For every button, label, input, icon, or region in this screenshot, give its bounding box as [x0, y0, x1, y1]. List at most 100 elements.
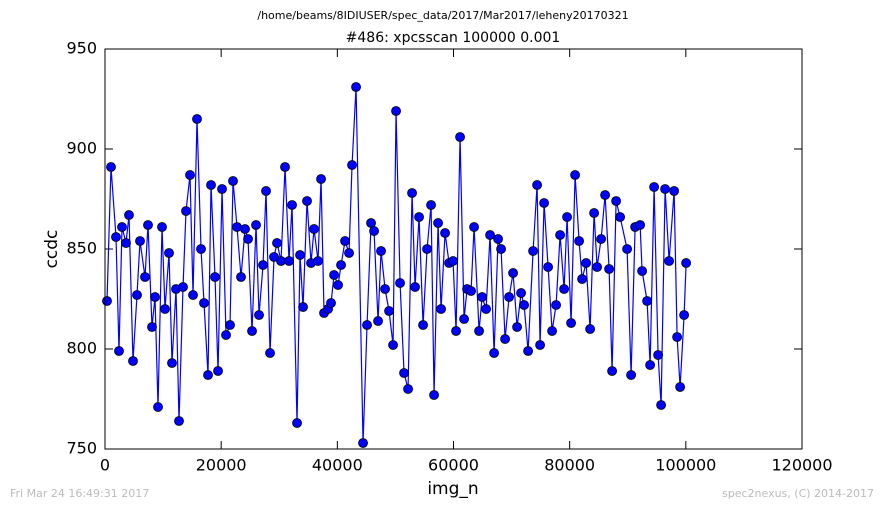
- data-point: [539, 198, 549, 208]
- data-point: [243, 234, 253, 244]
- data-point: [551, 300, 561, 310]
- data-point: [340, 236, 350, 246]
- data-point: [124, 210, 134, 220]
- data-point: [592, 262, 602, 272]
- data-point: [210, 272, 220, 282]
- data-point: [596, 234, 606, 244]
- data-point: [555, 230, 565, 240]
- data-point: [150, 292, 160, 302]
- chart-title: #486: xpcsscan 100000 0.001: [346, 30, 561, 46]
- data-point: [240, 224, 250, 234]
- data-point: [358, 438, 368, 448]
- data-point: [429, 390, 439, 400]
- data-point: [451, 326, 461, 336]
- data-point: [635, 220, 646, 230]
- data-point: [203, 370, 213, 380]
- y-axis-label: ccdc: [42, 230, 62, 269]
- data-point: [336, 260, 346, 270]
- data-point: [496, 244, 506, 254]
- data-point: [369, 226, 379, 236]
- data-point: [140, 272, 150, 282]
- data-point: [185, 170, 195, 180]
- data-point: [181, 206, 191, 216]
- data-point: [642, 296, 653, 306]
- data-point: [585, 324, 595, 334]
- data-point: [313, 256, 323, 266]
- data-line: [106, 86, 687, 444]
- data-point: [653, 350, 664, 360]
- data-point: [523, 346, 533, 356]
- x-tick-label: 60000: [428, 456, 479, 475]
- data-point: [607, 366, 617, 376]
- data-point: [500, 334, 510, 344]
- data-point: [333, 280, 343, 290]
- data-point: [508, 268, 518, 278]
- data-point: [512, 322, 522, 332]
- plot-frame: [104, 48, 803, 450]
- data-point: [384, 306, 394, 316]
- data-point: [543, 262, 553, 272]
- data-point: [287, 200, 297, 210]
- data-point: [213, 366, 223, 376]
- data-point: [117, 222, 127, 232]
- data-point: [481, 304, 491, 314]
- y-tick-label: 900: [66, 139, 97, 158]
- data-point: [351, 82, 361, 92]
- data-point: [535, 340, 545, 350]
- data-point: [309, 224, 319, 234]
- data-point: [679, 310, 690, 320]
- data-point: [258, 260, 268, 270]
- data-point: [414, 212, 424, 222]
- data-point: [656, 400, 667, 410]
- data-point: [157, 222, 167, 232]
- data-point: [532, 180, 542, 190]
- data-point: [604, 264, 614, 274]
- data-point: [132, 290, 142, 300]
- data-point: [399, 368, 409, 378]
- data-point: [388, 340, 398, 350]
- data-point: [153, 402, 163, 412]
- data-point: [436, 304, 446, 314]
- data-point: [448, 256, 458, 266]
- data-point: [316, 174, 326, 184]
- data-point: [570, 170, 580, 180]
- data-point: [489, 348, 499, 358]
- data-point: [228, 176, 238, 186]
- x-tick-label: 100000: [655, 456, 716, 475]
- data-point: [280, 162, 290, 172]
- data-point: [284, 256, 294, 266]
- data-point: [147, 322, 157, 332]
- data-point: [188, 290, 198, 300]
- data-point: [272, 238, 282, 248]
- data-point: [664, 256, 675, 266]
- x-tick-label: 120000: [771, 456, 832, 475]
- data-point: [660, 184, 671, 194]
- data-point: [611, 196, 621, 206]
- data-point: [225, 320, 235, 330]
- data-point: [128, 356, 138, 366]
- data-point: [373, 316, 383, 326]
- data-point: [477, 292, 487, 302]
- data-point: [247, 326, 257, 336]
- data-point: [261, 186, 271, 196]
- data-point: [466, 286, 476, 296]
- data-point: [547, 326, 557, 336]
- x-tick-label: 20000: [196, 456, 247, 475]
- data-point: [114, 346, 124, 356]
- data-point: [433, 218, 443, 228]
- data-point: [528, 246, 538, 256]
- y-tick-label: 950: [66, 39, 97, 58]
- chart-suptitle: /home/beams/8IDIUSER/spec_data/2017/Mar2…: [257, 9, 628, 22]
- data-point: [347, 160, 357, 170]
- footer-left: Fri Mar 24 16:49:31 2017: [10, 487, 149, 500]
- x-tick-label: 0: [100, 456, 110, 475]
- data-point: [562, 212, 572, 222]
- data-point: [111, 232, 121, 242]
- data-point: [407, 188, 417, 198]
- data-point: [422, 244, 432, 254]
- data-point: [391, 106, 401, 116]
- data-point: [577, 274, 587, 284]
- data-point: [217, 184, 227, 194]
- data-point: [645, 360, 656, 370]
